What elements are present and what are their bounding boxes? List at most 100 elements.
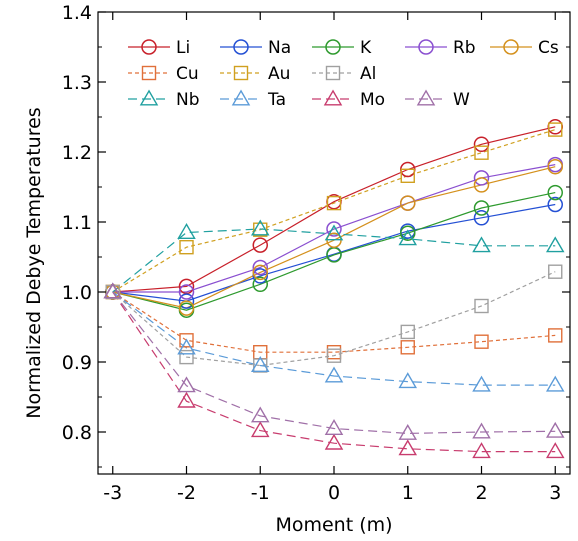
legend-marker-li: [141, 39, 157, 55]
data-point-nb: [472, 236, 491, 253]
data-point-cs: [252, 264, 268, 281]
data-point-w: [103, 282, 123, 299]
legend-label-nb: Nb: [176, 90, 200, 110]
y-tick-label: 1.1: [62, 212, 92, 234]
legend-label-w: W: [453, 90, 470, 110]
data-point-li: [252, 237, 268, 253]
x-tick-label: -1: [251, 482, 270, 504]
plot-frame: [97, 11, 571, 475]
legend-item-au: Au: [220, 64, 290, 84]
legend-label-mo: Mo: [360, 90, 385, 110]
legend-marker-k: [325, 39, 341, 55]
data-point-na: [473, 210, 490, 226]
data-point-k: [252, 276, 268, 293]
data-point-cu: [474, 334, 489, 349]
legend-marker-na: [233, 39, 249, 55]
series-line-k: [112, 192, 556, 311]
legend-marker-ta: [231, 89, 251, 106]
legend-item-rb: Rb: [405, 38, 476, 58]
legend-marker-rb: [418, 39, 434, 55]
legend-item-al: Al: [312, 64, 376, 84]
legend-item-na: Na: [220, 38, 291, 58]
legend-label-au: Au: [268, 64, 290, 84]
data-point-nb: [398, 229, 418, 246]
data-point-mo: [398, 439, 418, 456]
series-line-ta: [112, 291, 556, 386]
series-line-al: [112, 271, 556, 367]
x-tick-label: -2: [177, 482, 196, 504]
x-tick-label: 0: [328, 482, 340, 504]
data-point-ta: [398, 372, 418, 389]
data-point-cs: [178, 300, 195, 316]
series-markers: [103, 119, 565, 459]
data-point-cs: [400, 195, 416, 211]
legend-item-nb: Nb: [128, 89, 200, 110]
data-point-ta: [177, 338, 196, 355]
series-line-mo: [112, 291, 556, 453]
legend-item-cs: Cs: [490, 38, 559, 58]
data-point-al: [179, 349, 194, 365]
y-tick-label: 1.4: [62, 2, 92, 24]
data-point-nb: [177, 223, 196, 239]
plot-area: [97, 11, 571, 475]
data-point-cu: [548, 328, 563, 343]
legend-label-k: K: [360, 38, 372, 58]
legend-label-cu: Cu: [176, 64, 199, 84]
x-tick-label: -3: [103, 482, 122, 504]
legend-item-w: W: [405, 89, 470, 110]
data-point-nb: [324, 224, 344, 241]
data-point-mo: [545, 442, 565, 459]
data-point-na: [547, 196, 563, 213]
data-point-cs: [473, 177, 490, 193]
data-point-mo: [472, 442, 491, 459]
y-tick-label: 1.3: [62, 72, 92, 94]
data-point-au: [326, 195, 342, 211]
legend-marker-al: [325, 65, 341, 81]
data-point-au: [548, 122, 563, 137]
data-point-mo: [324, 433, 344, 450]
data-point-na: [252, 268, 268, 284]
data-point-mo: [177, 391, 196, 408]
data-point-rb: [473, 170, 490, 186]
data-point-w: [398, 423, 418, 440]
data-point-rb: [326, 221, 342, 237]
x-axis-label: Moment (m): [275, 514, 392, 536]
data-point-rb: [178, 284, 195, 300]
legend-marker-au: [233, 65, 249, 81]
axes: -3 -2 -1 0 1 2 3 0.8 0.9 1.0 1.1 1.2 1.3 1.4: [62, 2, 570, 504]
legend-marker-cu: [141, 65, 157, 81]
data-point-ta: [250, 356, 270, 372]
legend-label-na: Na: [268, 38, 291, 58]
data-point-nb: [250, 219, 270, 236]
data-point-cs: [547, 158, 563, 175]
x-tick-label: 3: [549, 482, 561, 504]
data-point-al: [548, 264, 563, 279]
data-point-w: [250, 406, 270, 423]
data-point-na: [178, 293, 195, 309]
data-point-al: [400, 324, 415, 340]
data-point-w: [324, 419, 344, 435]
series-line-au: [112, 129, 556, 293]
legend-marker-cs: [503, 39, 519, 55]
data-point-cu: [179, 333, 194, 348]
data-point-li: [473, 136, 490, 153]
legend-marker-mo: [323, 89, 343, 106]
data-point-ta: [324, 366, 344, 383]
data-point-ta: [545, 375, 565, 392]
legend-item-k: K: [312, 38, 372, 58]
data-point-k: [547, 184, 563, 201]
data-point-al: [474, 298, 489, 314]
legend: Li Na K Rb Cs Cu Au Al Nb Ta Mo W: [128, 38, 559, 110]
data-point-cu: [400, 340, 415, 355]
legend-item-ta: Ta: [220, 89, 286, 110]
data-point-ta: [472, 375, 491, 392]
data-point-rb: [252, 259, 268, 276]
data-point-w: [545, 421, 565, 438]
legend-label-li: Li: [176, 38, 190, 58]
legend-marker-nb: [139, 89, 159, 106]
legend-label-al: Al: [360, 64, 376, 84]
data-point-au: [179, 239, 194, 255]
data-point-k: [400, 225, 416, 241]
y-tick-label: 1.2: [62, 142, 92, 164]
